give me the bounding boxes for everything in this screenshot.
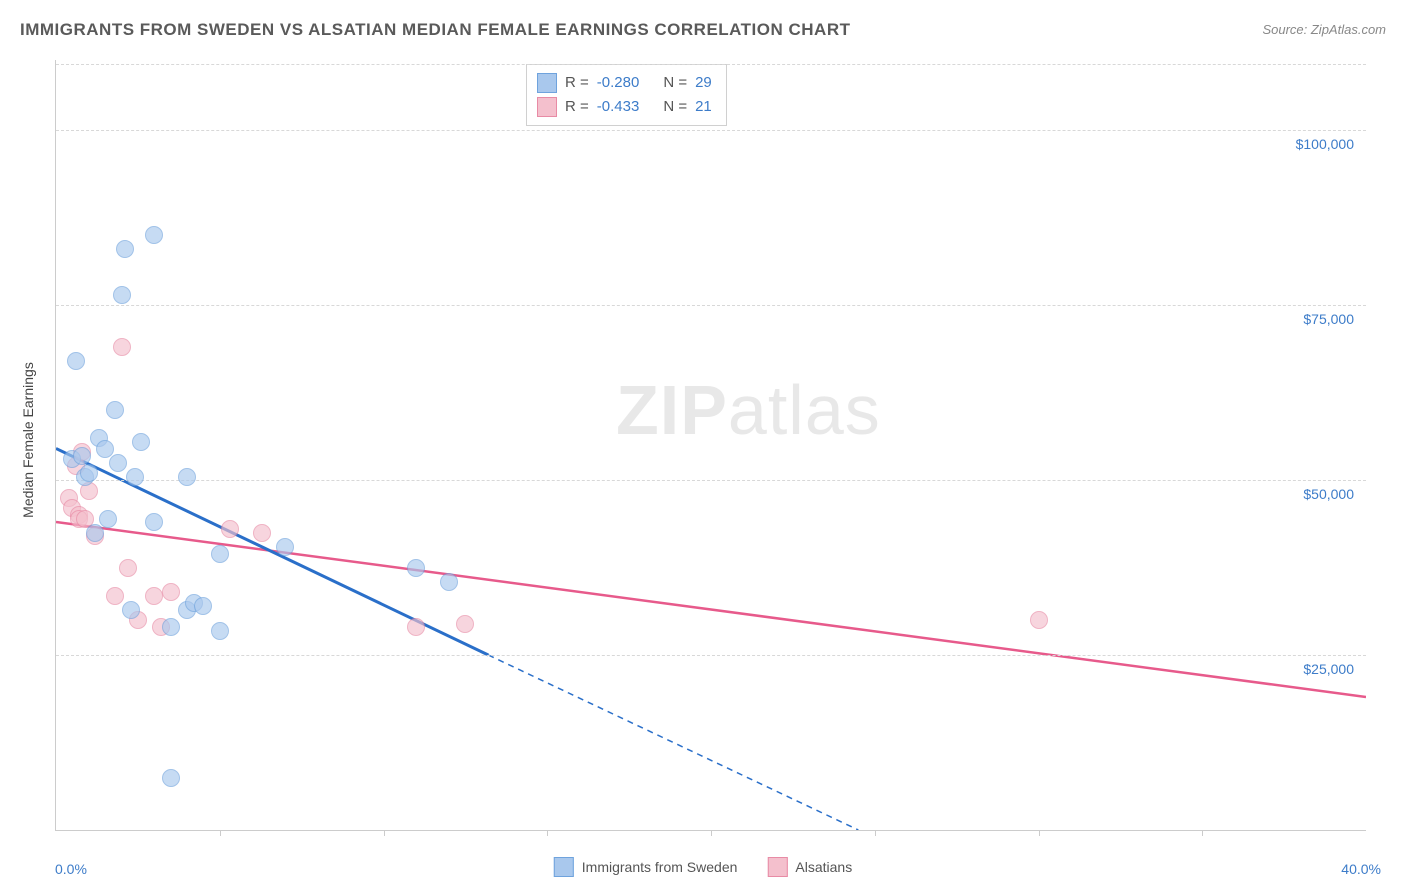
- legend-item-0: Immigrants from Sweden: [554, 857, 738, 877]
- gridline: [56, 305, 1366, 306]
- data-point: [73, 447, 91, 465]
- data-point: [119, 559, 137, 577]
- y-tick-label: $75,000: [1303, 311, 1354, 327]
- chart-title: IMMIGRANTS FROM SWEDEN VS ALSATIAN MEDIA…: [20, 20, 851, 40]
- data-point: [132, 433, 150, 451]
- series-legend: Immigrants from Sweden Alsatians: [554, 857, 852, 877]
- data-point: [1030, 611, 1048, 629]
- watermark: ZIPatlas: [616, 370, 881, 450]
- data-point: [116, 240, 134, 258]
- x-tick: [875, 830, 876, 836]
- data-point: [211, 622, 229, 640]
- source-label: Source: ZipAtlas.com: [1262, 22, 1386, 37]
- data-point: [162, 618, 180, 636]
- watermark-atlas: atlas: [728, 371, 881, 449]
- y-axis-title: Median Female Earnings: [20, 362, 36, 518]
- gridline: [56, 655, 1366, 656]
- data-point: [113, 338, 131, 356]
- corr-R-label-1: R =: [565, 95, 589, 119]
- x-tick: [711, 830, 712, 836]
- trend-lines-layer: [56, 60, 1366, 830]
- data-point: [80, 464, 98, 482]
- chart-container: IMMIGRANTS FROM SWEDEN VS ALSATIAN MEDIA…: [0, 0, 1406, 892]
- corr-N-label-0: N =: [663, 71, 687, 95]
- corr-R-val-0: -0.280: [597, 71, 640, 95]
- legend-label-1: Alsatians: [795, 859, 852, 875]
- x-tick: [547, 830, 548, 836]
- x-tick: [1202, 830, 1203, 836]
- data-point: [456, 615, 474, 633]
- data-point: [113, 286, 131, 304]
- legend-label-0: Immigrants from Sweden: [582, 859, 738, 875]
- corr-row-0: R = -0.280 N = 29: [537, 71, 712, 95]
- data-point: [253, 524, 271, 542]
- x-label-left: 0.0%: [55, 861, 87, 877]
- legend-swatch-1: [767, 857, 787, 877]
- swatch-series-0: [537, 73, 557, 93]
- data-point: [162, 769, 180, 787]
- data-point: [145, 226, 163, 244]
- swatch-series-1: [537, 97, 557, 117]
- data-point: [194, 597, 212, 615]
- data-point: [407, 618, 425, 636]
- data-point: [276, 538, 294, 556]
- corr-R-val-1: -0.433: [597, 95, 640, 119]
- correlation-legend: R = -0.280 N = 29 R = -0.433 N = 21: [526, 64, 727, 126]
- data-point: [86, 524, 104, 542]
- gridline: [56, 480, 1366, 481]
- data-point: [145, 587, 163, 605]
- data-point: [109, 454, 127, 472]
- data-point: [162, 583, 180, 601]
- data-point: [126, 468, 144, 486]
- corr-N-val-0: 29: [695, 71, 712, 95]
- data-point: [145, 513, 163, 531]
- data-point: [440, 573, 458, 591]
- x-tick: [384, 830, 385, 836]
- plot-area: ZIPatlas R = -0.280 N = 29 R = -0.433 N …: [55, 60, 1366, 831]
- gridline: [56, 64, 1366, 65]
- data-point: [211, 545, 229, 563]
- data-point: [106, 587, 124, 605]
- x-tick: [220, 830, 221, 836]
- y-tick-label: $100,000: [1296, 136, 1354, 152]
- data-point: [99, 510, 117, 528]
- legend-item-1: Alsatians: [767, 857, 852, 877]
- x-tick: [1039, 830, 1040, 836]
- corr-N-val-1: 21: [695, 95, 712, 119]
- legend-swatch-0: [554, 857, 574, 877]
- y-tick-label: $25,000: [1303, 661, 1354, 677]
- y-tick-label: $50,000: [1303, 486, 1354, 502]
- data-point: [106, 401, 124, 419]
- watermark-zip: ZIP: [616, 371, 728, 449]
- data-point: [221, 520, 239, 538]
- x-label-right: 40.0%: [1341, 861, 1381, 877]
- data-point: [178, 468, 196, 486]
- corr-R-label-0: R =: [565, 71, 589, 95]
- data-point: [407, 559, 425, 577]
- data-point: [67, 352, 85, 370]
- gridline: [56, 130, 1366, 131]
- data-point: [122, 601, 140, 619]
- corr-row-1: R = -0.433 N = 21: [537, 95, 712, 119]
- corr-N-label-1: N =: [663, 95, 687, 119]
